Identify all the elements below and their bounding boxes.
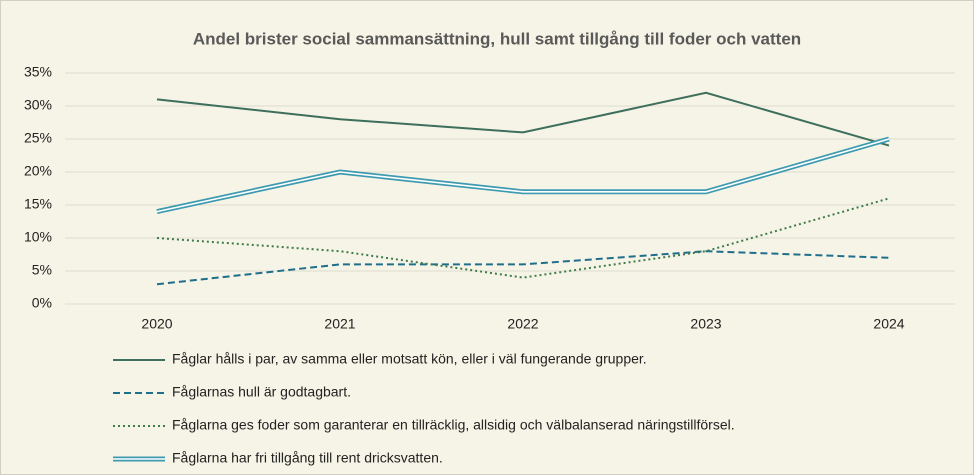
series-line [156,250,890,286]
y-tick-label: 15% [24,196,52,212]
y-tick-label: 30% [24,97,52,113]
y-tick-label: 10% [24,229,52,245]
y-tick-label: 0% [32,295,52,311]
series-line-inner [156,138,890,213]
x-tick-label: 2021 [324,316,355,332]
legend-label: Fåglarna har fri tillgång till rent dric… [172,450,443,466]
y-tick-label: 35% [24,64,52,80]
legend-label: Fåglarnas hull är godtagbart. [172,384,351,400]
legend-label: Fåglar hålls i par, av samma eller motsa… [172,351,647,367]
x-tick-label: 2020 [141,316,172,332]
y-tick-label: 25% [24,130,52,146]
legend-label: Fåglarna ges foder som garanterar en til… [172,417,735,433]
series-line [156,197,890,279]
series-line [156,91,890,147]
x-tick-label: 2024 [873,316,904,332]
y-tick-label: 5% [32,262,52,278]
chart-title: Andel brister social sammansättning, hul… [193,29,801,48]
x-tick-label: 2022 [507,316,538,332]
x-tick-label: 2023 [690,316,721,332]
y-tick-label: 20% [24,163,52,179]
